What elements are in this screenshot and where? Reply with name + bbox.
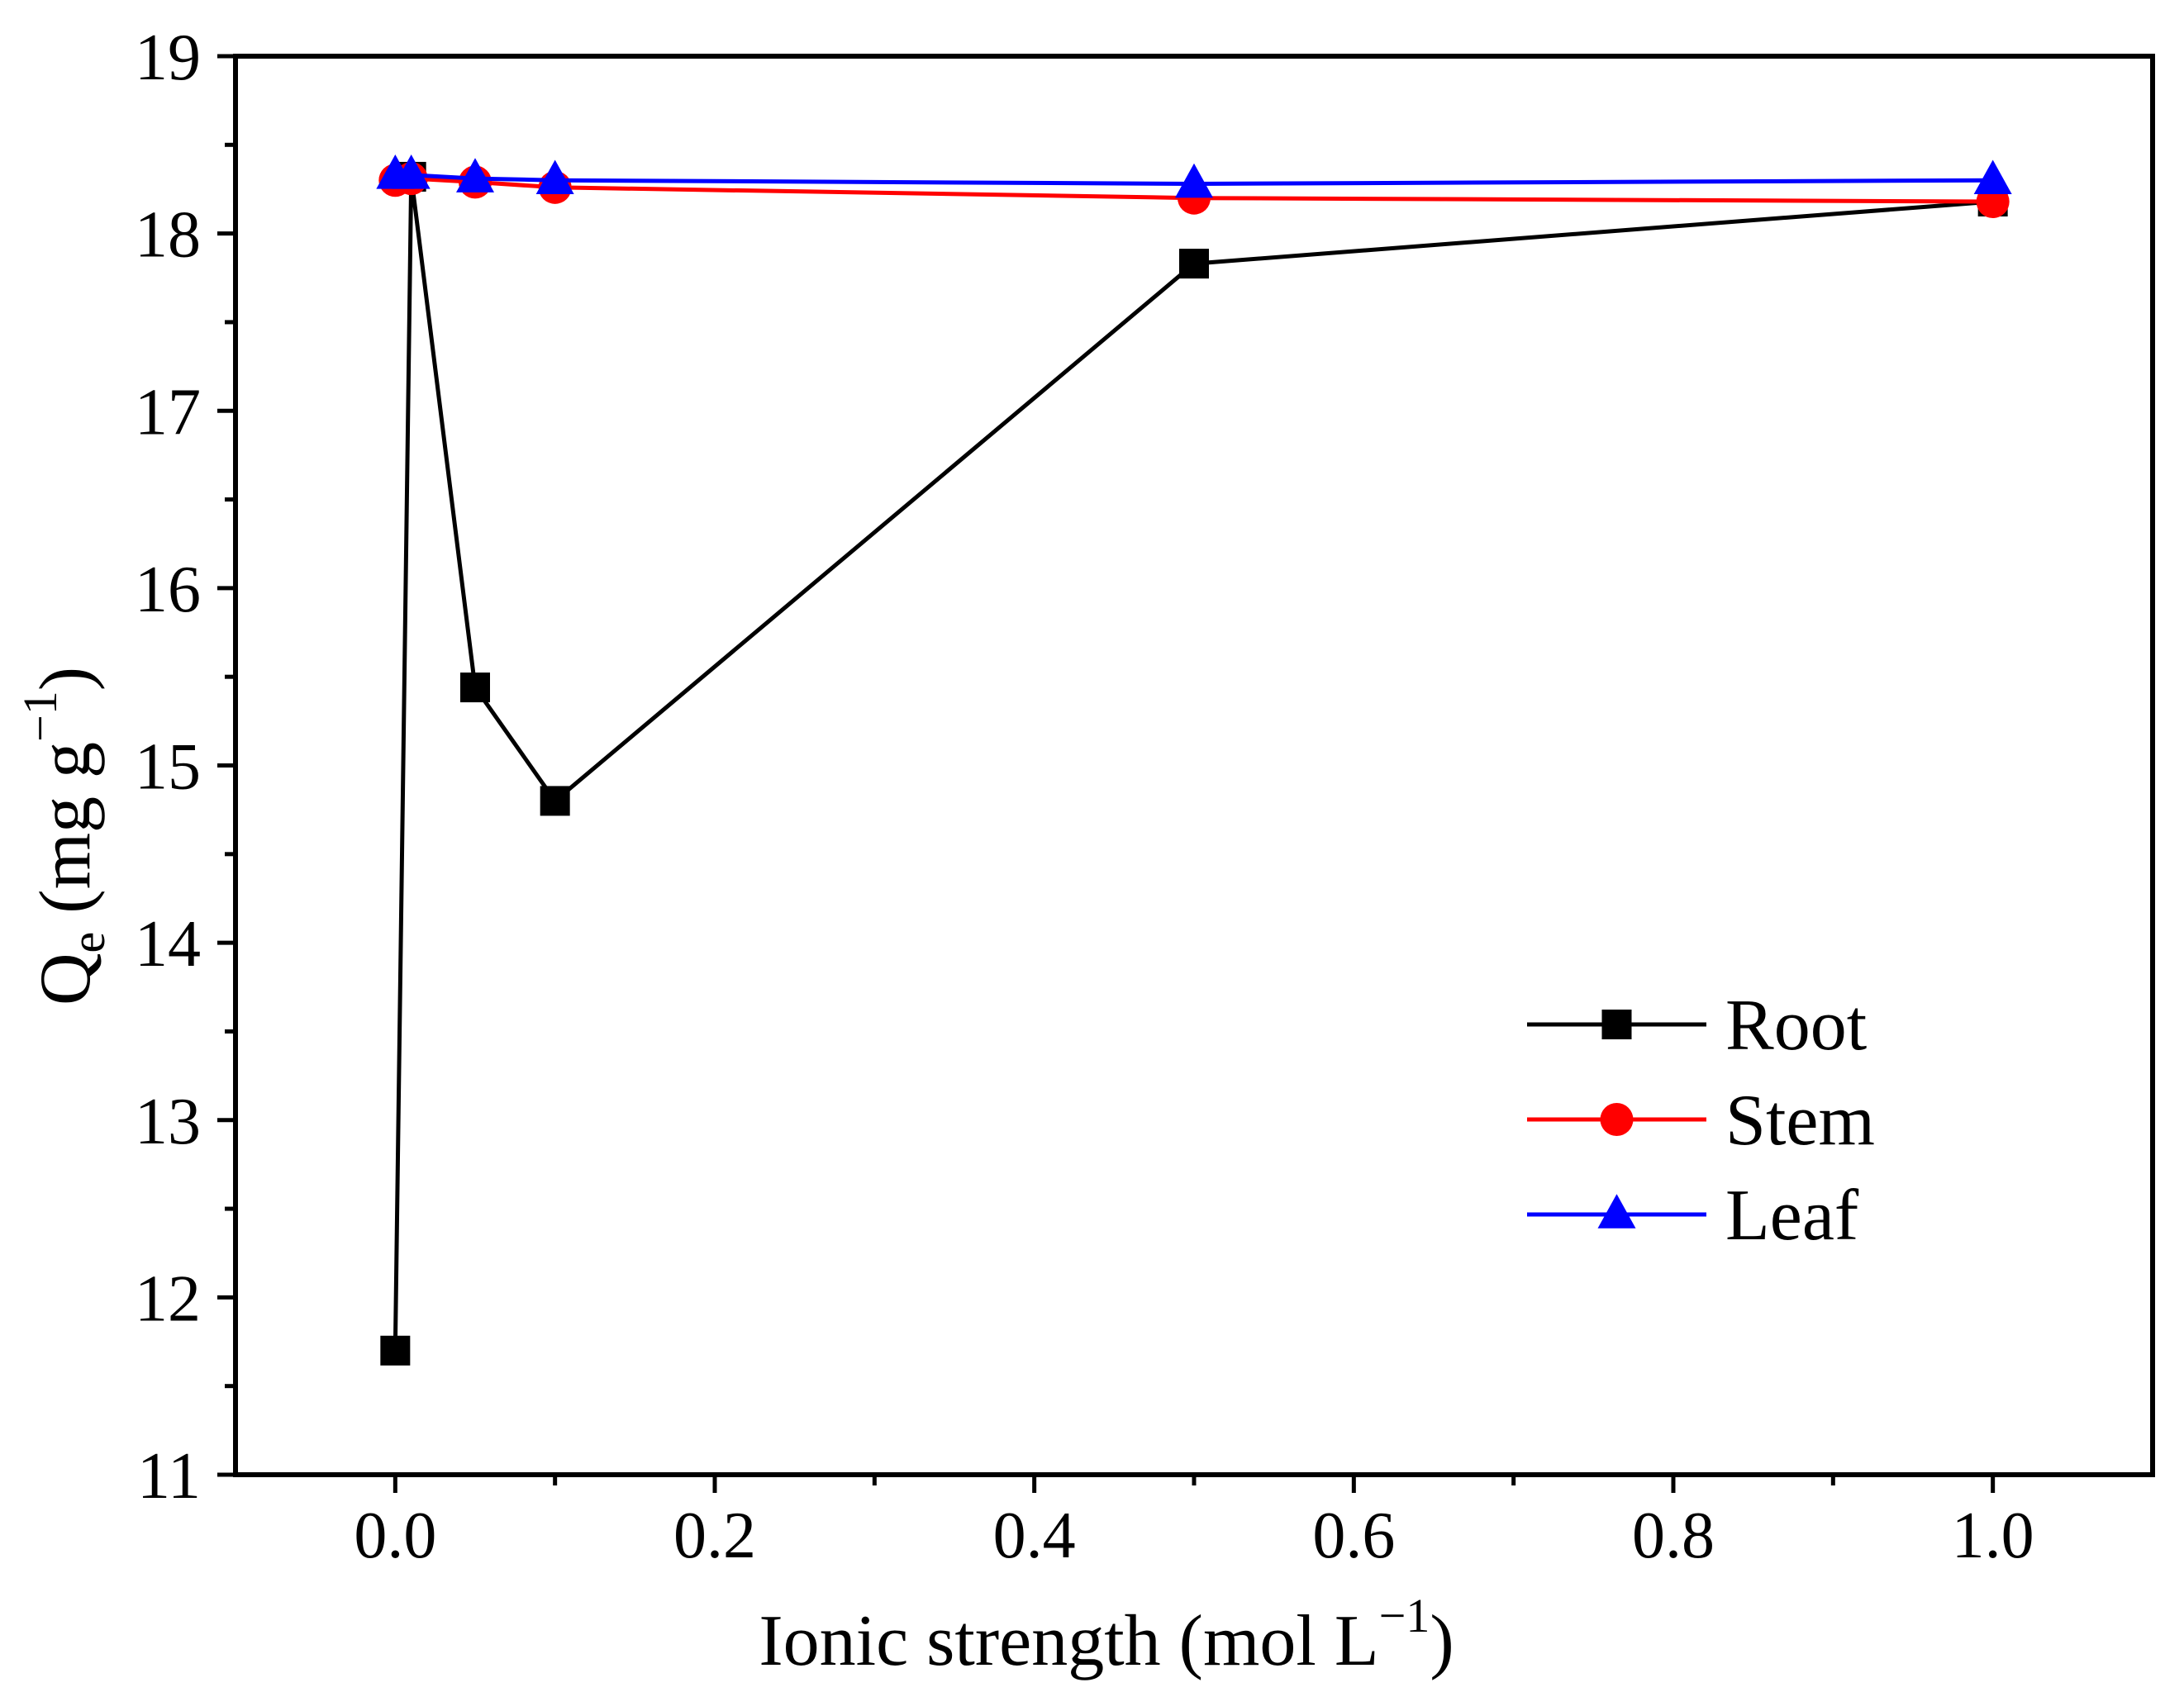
x-axis-ticks: 0.0 0.2 0.4 0.6 0.8 1.0 [354, 1475, 2034, 1572]
series-line-root [393, 174, 1993, 1351]
y-axis-ticks: 11 12 13 14 15 16 17 18 19 [135, 21, 236, 1513]
x-tick-label: 1.0 [1952, 1500, 2034, 1572]
legend-marker-leaf [1597, 1194, 1636, 1229]
data-point-leaf [1175, 163, 1213, 198]
x-axis-title-main: Ionic strength (mol L [759, 1601, 1378, 1681]
data-point-root [380, 1335, 411, 1366]
legend-label-root: Root [1725, 986, 1867, 1066]
data-point-root [460, 673, 490, 703]
legend-item-leaf: Leaf [1527, 1176, 1859, 1256]
legend-marker-root [1601, 1010, 1632, 1039]
legend-item-root: Root [1527, 986, 1867, 1066]
y-tick-label: 11 [137, 1440, 201, 1513]
series-leaf [376, 154, 2012, 198]
y-axis-title: Qe (mg g−1) [13, 667, 115, 1005]
legend-label-stem: Stem [1725, 1081, 1875, 1161]
y-tick-label: 12 [135, 1262, 201, 1335]
plot-area: 0.0 0.2 0.4 0.6 0.8 1.0 11 12 13 14 15 16 17 18 19 [135, 21, 2155, 1572]
legend-item-stem: Stem [1527, 1081, 1875, 1161]
y-axis-title-close: ) [26, 667, 106, 691]
y-tick-label: 13 [135, 1086, 201, 1158]
x-tick-label: 0.0 [354, 1500, 436, 1572]
data-point-root [1179, 249, 1209, 279]
x-axis-title-sup: −1 [1379, 1589, 1430, 1642]
data-point-leaf [392, 154, 431, 189]
svg-text:Qe (mg g−1): Qe (mg g−1) [13, 667, 115, 1005]
y-tick-label: 15 [135, 731, 201, 804]
x-tick-label: 0.4 [993, 1500, 1076, 1572]
legend-marker-stem [1600, 1103, 1634, 1136]
y-axis-title-main: Q [26, 953, 106, 1005]
x-tick-label: 0.2 [673, 1500, 756, 1572]
data-point-leaf [535, 159, 574, 195]
data-point-root [540, 786, 570, 816]
y-axis-title-sub: e [61, 932, 115, 953]
y-axis-title-unit: (mg g [26, 742, 106, 932]
y-tick-label: 14 [135, 908, 201, 981]
x-axis-title-close: ) [1430, 1601, 1454, 1681]
x-axis-title: Ionic strength (mol L−1) [759, 1589, 1454, 1681]
svg-text:Ionic strength (mol L−1): Ionic strength (mol L−1) [759, 1589, 1454, 1681]
y-tick-label: 19 [135, 21, 201, 94]
legend-label-leaf: Leaf [1725, 1176, 1859, 1256]
series-layer [376, 154, 2012, 1366]
legend: Root Stem Leaf [1527, 986, 1875, 1256]
y-tick-label: 18 [135, 199, 201, 272]
y-tick-label: 17 [135, 376, 201, 449]
data-point-leaf [456, 158, 494, 192]
x-tick-label: 0.6 [1312, 1500, 1395, 1572]
y-axis-title-sup: −1 [13, 691, 67, 742]
y-tick-label: 16 [135, 554, 201, 626]
x-tick-label: 0.8 [1632, 1500, 1715, 1572]
data-point-leaf [1973, 159, 2012, 195]
